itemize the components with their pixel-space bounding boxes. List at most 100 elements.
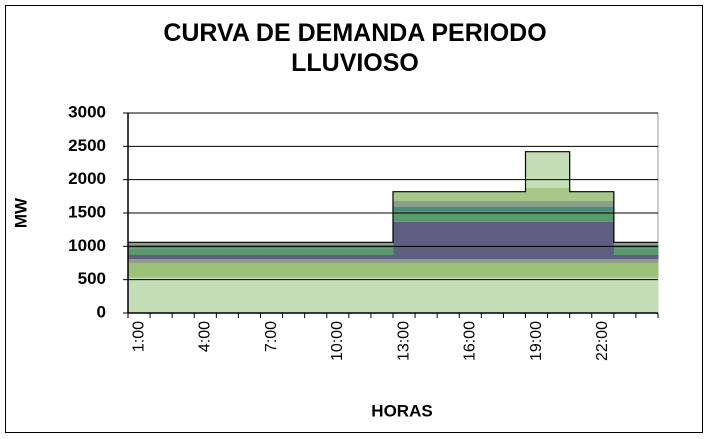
- chart-title: CURVA DE DEMANDA PERIODO LLUVIOSO: [163, 19, 547, 77]
- area-segment: [459, 221, 482, 259]
- area-segment: [591, 277, 615, 313]
- area-segment: [348, 248, 372, 255]
- x-tick-label: 13:00: [395, 321, 412, 361]
- area-segment: [635, 248, 659, 255]
- area-segment: [282, 242, 306, 245]
- area-segment: [525, 263, 549, 278]
- area-segment: [437, 207, 460, 211]
- area-segment: [216, 242, 239, 245]
- area-segment: [326, 242, 350, 245]
- area-segment: [525, 207, 549, 211]
- area-segment: [260, 263, 284, 278]
- area-segment: [547, 259, 571, 263]
- area-segment: [415, 201, 438, 207]
- area-segment: [525, 211, 549, 222]
- area-segment: [194, 255, 217, 259]
- area-segment: [547, 277, 571, 313]
- area-segment: [415, 259, 438, 263]
- area-segment: [459, 211, 482, 222]
- area-segment: [326, 248, 350, 255]
- area-segment: [326, 277, 350, 313]
- area-segment: [370, 255, 394, 259]
- area-segment: [393, 221, 416, 259]
- area-segment: [393, 207, 416, 211]
- area-segment: [150, 242, 173, 245]
- area-segment: [437, 277, 460, 313]
- area-segment: [304, 277, 328, 313]
- area-segment: [547, 221, 571, 259]
- area-segment: [172, 259, 195, 263]
- area-segment: [613, 277, 637, 313]
- area-segment: [437, 191, 460, 201]
- area-segment: [547, 211, 571, 222]
- area-segment: [503, 221, 526, 259]
- area-segment: [591, 259, 615, 263]
- area-segment: [150, 255, 173, 259]
- area-segment: [282, 259, 306, 263]
- area-segment: [282, 263, 306, 278]
- area-segment: [547, 187, 571, 201]
- area-segment: [304, 255, 328, 259]
- area-segment: [547, 263, 571, 278]
- area-segment: [481, 263, 504, 278]
- area-segment: [304, 242, 328, 245]
- area-segment: [260, 259, 284, 263]
- area-segment: [128, 263, 151, 278]
- y-tick-label: 1500: [68, 202, 106, 221]
- area-segment: [437, 221, 460, 259]
- area-segment: [282, 277, 306, 313]
- area-segment: [393, 259, 416, 263]
- area-segment: [481, 211, 504, 222]
- area-segment: [591, 201, 615, 207]
- area-segment: [613, 255, 637, 259]
- area-segment: [216, 255, 239, 259]
- y-axis-label: MW: [11, 197, 30, 228]
- area-segment: [415, 221, 438, 259]
- y-tick-label: 3000: [68, 102, 106, 121]
- area-segment: [370, 242, 394, 245]
- area-segment: [415, 263, 438, 278]
- area-segment: [503, 211, 526, 222]
- area-segment: [370, 263, 394, 278]
- area-segment: [282, 255, 306, 259]
- area-segment: [437, 263, 460, 278]
- area-segment: [613, 248, 637, 255]
- area-segment: [260, 242, 284, 245]
- area-segment: [194, 263, 217, 278]
- area-segment: [591, 211, 615, 222]
- area-segment: [348, 277, 372, 313]
- area-segment: [481, 207, 504, 211]
- area-segment: [326, 255, 350, 259]
- area-segment: [172, 263, 195, 278]
- area-segment: [613, 242, 637, 245]
- area-segment: [459, 191, 482, 201]
- area-segment: [591, 221, 615, 259]
- area-segment: [128, 248, 151, 255]
- area-segment: [569, 211, 593, 222]
- area-segment: [150, 263, 173, 278]
- x-tick-label: 1:00: [130, 321, 147, 352]
- area-segment: [370, 248, 394, 255]
- y-tick-label: 500: [78, 269, 106, 288]
- area-segment: [194, 277, 217, 313]
- area-segment: [172, 277, 195, 313]
- area-segment: [128, 242, 151, 245]
- area-segment: [481, 191, 504, 201]
- area-segment: [525, 221, 549, 259]
- area-segment: [172, 248, 195, 255]
- area-segment: [348, 242, 372, 245]
- area-segment: [216, 277, 239, 313]
- area-segment: [348, 259, 372, 263]
- area-segment: [304, 248, 328, 255]
- area-segment: [415, 277, 438, 313]
- area-segment: [393, 211, 416, 222]
- area-segment: [459, 263, 482, 278]
- area-segment: [635, 255, 659, 259]
- area-segment: [569, 221, 593, 259]
- area-segment: [370, 277, 394, 313]
- area-segment: [370, 259, 394, 263]
- x-tick-label: 4:00: [197, 321, 214, 352]
- area-segment: [569, 277, 593, 313]
- x-tick-label: 22:00: [594, 321, 611, 361]
